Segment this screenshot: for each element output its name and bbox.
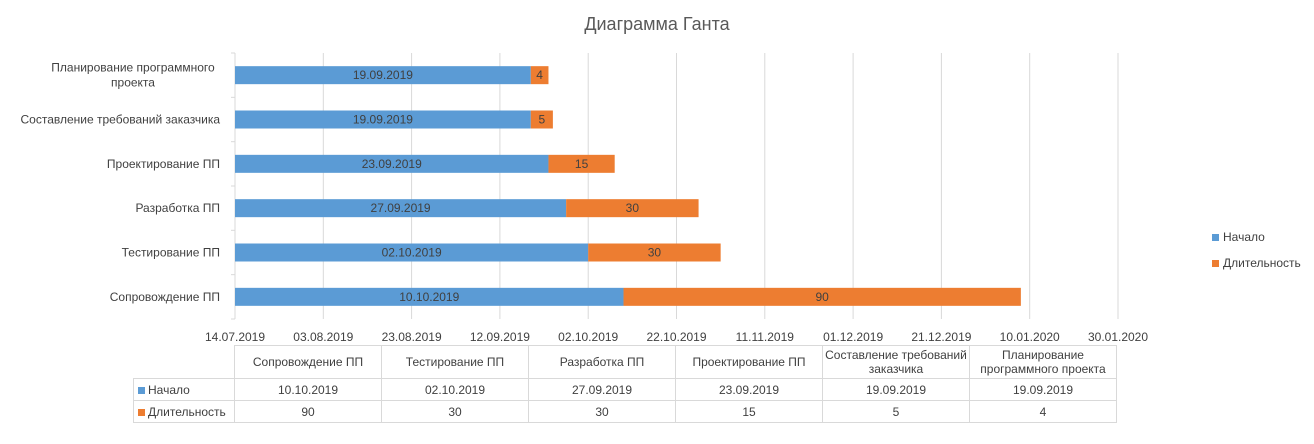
x-tick-label: 03.08.2019 [293, 330, 353, 344]
chart-title: Диаграмма Ганта [584, 14, 730, 34]
x-tick-label: 10.01.2020 [1000, 330, 1060, 344]
y-category-label: Разработка ПП [135, 201, 220, 215]
legend-label-start: Начало [1223, 230, 1265, 244]
legend-label-duration: Длительность [1223, 256, 1301, 270]
table-cell: 90 [234, 400, 382, 423]
y-category-label: Тестирование ПП [122, 246, 220, 260]
table-row-label: Начало [148, 382, 190, 397]
bar-start [235, 154, 549, 173]
table-header-cell: Сопровождение ПП [234, 345, 382, 379]
x-tick-label: 12.09.2019 [470, 330, 530, 344]
y-category-label: Проектирование ПП [107, 157, 220, 171]
table-header-cell: Разработка ПП [528, 345, 676, 379]
table-swatch-start [138, 386, 145, 394]
data-label-start: 23.09.2019 [362, 157, 422, 171]
y-category-label: проекта [111, 76, 155, 90]
x-tick-label: 30.01.2020 [1088, 330, 1148, 344]
data-label-start: 10.10.2019 [399, 290, 459, 304]
bar-start [235, 287, 624, 306]
table-cell: 30 [528, 400, 676, 423]
table-header-cell: Тестирование ПП [381, 345, 529, 379]
legend-item-duration: Длительность [1212, 256, 1301, 270]
legend-swatch-start [1212, 234, 1219, 242]
x-tick-label: 22.10.2019 [646, 330, 706, 344]
data-label-start: 19.09.2019 [353, 113, 413, 127]
bar-start [235, 199, 567, 218]
bar-duration [623, 287, 1021, 306]
table-cell: 27.09.2019 [528, 378, 676, 401]
bar-duration [548, 154, 615, 173]
table-swatch-duration [138, 408, 145, 416]
table-corner-cell [133, 345, 235, 379]
table-cell: 02.10.2019 [381, 378, 529, 401]
bar-duration [530, 110, 553, 129]
data-label-start: 19.09.2019 [353, 68, 413, 82]
x-tick-label: 14.07.2019 [205, 330, 265, 344]
data-label-duration: 30 [626, 201, 640, 215]
table-row-header: Длительность [133, 400, 235, 423]
bar-start [235, 110, 531, 129]
table-cell: 15 [675, 400, 823, 423]
y-category-label: Планирование программного [51, 61, 215, 75]
table-cell: 10.10.2019 [234, 378, 382, 401]
data-label-duration: 5 [538, 113, 545, 127]
data-label-duration: 15 [575, 157, 589, 171]
table-header-cell: Планирование программного проекта [969, 345, 1117, 379]
table-row-duration: Длительность 90 30 30 15 5 4 [133, 400, 1117, 423]
table-cell: 19.09.2019 [969, 378, 1117, 401]
gantt-chart: 14.07.2019 03.08.2019 23.08.2019 12.09.2019… [21, 52, 1148, 344]
x-tick-label: 23.08.2019 [382, 330, 442, 344]
legend-swatch-duration [1212, 260, 1219, 268]
table-header-cell: Составление требований заказчика [822, 345, 970, 379]
bar-start [235, 66, 531, 85]
table-row-label: Длительность [148, 404, 226, 419]
table-cell: 30 [381, 400, 529, 423]
table-cell: 19.09.2019 [822, 378, 970, 401]
table-cell: 5 [822, 400, 970, 423]
data-label-duration: 90 [816, 290, 830, 304]
x-tick-label: 11.11.2019 [736, 330, 795, 344]
bar-duration [530, 66, 549, 85]
bar-duration [588, 243, 721, 262]
data-label-duration: 30 [648, 246, 662, 260]
table-header-row: Сопровождение ПП Тестирование ПП Разрабо… [133, 345, 1117, 379]
data-label-start: 02.10.2019 [382, 246, 442, 260]
bar-duration [566, 199, 699, 218]
x-tick-label: 02.10.2019 [558, 330, 618, 344]
legend-item-start: Начало [1212, 230, 1265, 244]
table-header-cell: Проектирование ПП [675, 345, 823, 379]
y-category-label: Составление требований заказчика [21, 113, 221, 127]
table-cell: 4 [969, 400, 1117, 423]
data-label-duration: 4 [536, 68, 543, 82]
x-tick-label: 21.12.2019 [911, 330, 971, 344]
data-label-start: 27.09.2019 [371, 201, 431, 215]
data-table: Сопровождение ПП Тестирование ПП Разрабо… [133, 345, 1117, 423]
table-row-header: Начало [133, 378, 235, 401]
table-row-start: Начало 10.10.2019 02.10.2019 27.09.2019 … [133, 378, 1117, 401]
table-cell: 23.09.2019 [675, 378, 823, 401]
x-tick-label: 01.12.2019 [823, 330, 883, 344]
bar-start [235, 243, 589, 262]
y-category-label: Сопровождение ПП [110, 290, 220, 304]
